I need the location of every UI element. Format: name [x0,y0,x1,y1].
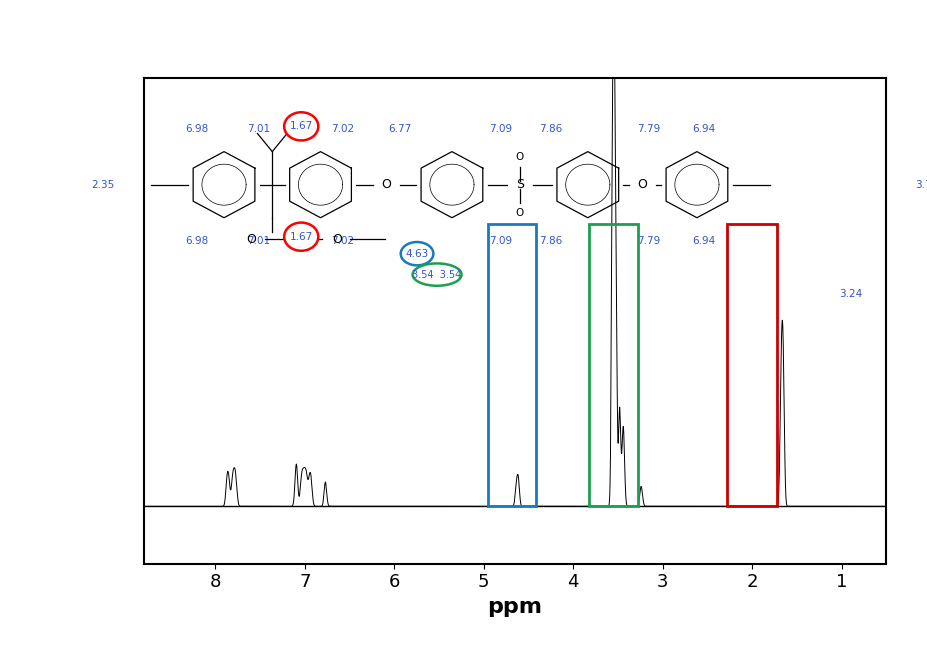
Text: 7.86: 7.86 [539,236,562,246]
Ellipse shape [284,112,318,141]
Ellipse shape [413,264,461,286]
Text: 6.94: 6.94 [692,124,716,133]
Text: 1.67: 1.67 [289,232,312,242]
Text: 1.67: 1.67 [289,121,312,132]
Text: 7.02: 7.02 [331,124,354,133]
Text: O: O [247,233,256,246]
Text: 3.54  3.54: 3.54 3.54 [412,270,462,279]
Text: 7.02: 7.02 [331,236,354,246]
Text: 4.63: 4.63 [405,249,428,259]
Text: 3.73: 3.73 [914,179,927,190]
Text: 2.35: 2.35 [91,179,115,190]
Text: 6.77: 6.77 [387,124,412,133]
X-axis label: ppm: ppm [487,597,542,617]
Text: 7.79: 7.79 [636,124,660,133]
Text: 6.94: 6.94 [692,236,716,246]
Text: S: S [515,178,524,191]
Text: 3.24: 3.24 [838,289,861,299]
Text: 6.98: 6.98 [185,124,209,133]
Text: 7.09: 7.09 [489,124,511,133]
Text: 7.79: 7.79 [636,236,660,246]
Bar [726,224,776,506]
Text: O: O [637,178,647,191]
Text: O: O [381,178,391,191]
Bar [488,224,535,506]
Ellipse shape [284,223,318,251]
Text: 7.86: 7.86 [539,124,562,133]
Text: 6.98: 6.98 [185,236,209,246]
Text: 7.01: 7.01 [248,236,270,246]
Text: O: O [515,152,524,161]
Text: O: O [515,208,524,218]
Text: 7.01: 7.01 [248,124,270,133]
Bar [589,224,637,506]
Ellipse shape [400,242,433,266]
Text: O: O [332,233,341,246]
Text: 7.09: 7.09 [489,236,511,246]
